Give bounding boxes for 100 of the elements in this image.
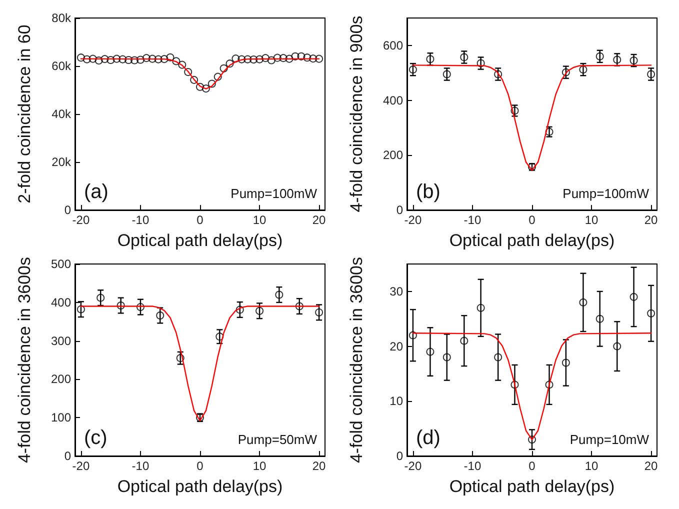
y-axis-title: 4-fold coincidence in 3600s [347,256,366,464]
y-tick-label: 20 [390,339,404,354]
y-tick-label: 40k [52,107,72,121]
point [426,55,434,64]
point [460,336,468,345]
point [285,54,294,63]
point [216,332,224,341]
point [460,53,468,62]
y-tick-label: 0 [64,203,72,217]
line-series [80,58,320,90]
point [112,54,121,63]
annotation: (c) [84,427,108,449]
point [76,54,85,62]
y-tick-label: 400 [382,93,404,108]
y-tick-label: 400 [50,295,72,310]
y-tick-label: 80k [52,11,72,25]
x-tick-label: -10 [132,459,150,473]
point [82,55,91,64]
annotation: (d) [416,427,440,449]
point [256,306,264,315]
x-tick-label: -10 [132,213,150,227]
x-axis-title: Optical path delay(ps) [449,477,615,496]
y-tick-label: 500 [50,257,72,272]
x-tick-label: 20 [312,213,326,227]
point [647,309,656,318]
y-tick-label: 300 [50,334,72,348]
point [136,56,144,64]
y-tick-label: 20k [52,155,72,169]
point [613,342,622,350]
x-tick-label: -20 [72,213,90,227]
y-tick-label: 60k [52,59,72,73]
line-series [412,64,652,171]
point [315,54,324,63]
point [261,54,270,62]
point [562,358,570,367]
point [184,68,192,76]
annotation: Pump=100mW [230,186,318,201]
point [196,82,204,91]
point [476,59,485,68]
point [178,60,186,69]
y-tick-label: 0 [396,449,404,463]
point [442,353,451,362]
y-tick-label: 30 [390,284,404,298]
x-tick-label: -10 [464,213,482,227]
point [442,70,451,78]
annotation: Pump=10mW [570,432,650,447]
point [250,56,258,64]
point [106,56,115,64]
x-tick-label: -20 [404,213,422,227]
point [291,52,300,60]
point [297,52,306,60]
point [76,305,85,314]
x-tick-label: -20 [72,459,90,473]
point [226,60,234,68]
x-axis-title: Optical path delay(ps) [117,477,283,496]
point [426,348,434,356]
point [303,54,312,62]
point [176,354,184,362]
point [94,56,103,64]
x-axis-title: Optical path delay(ps) [117,231,283,250]
point [267,56,276,64]
annotation: (a) [84,181,108,203]
point [579,298,588,306]
point [494,353,502,362]
point [613,56,622,64]
point [295,302,304,310]
point [596,52,604,60]
x-tick-label: -20 [404,459,422,473]
point [647,70,656,78]
point [510,380,519,389]
y-tick-label: 200 [382,148,404,162]
x-tick-label: 20 [644,213,658,227]
point [630,292,638,301]
x-tick-label: 20 [644,459,658,473]
point [256,55,264,64]
point [148,54,156,63]
point [596,314,604,323]
point [220,64,228,72]
x-tick-label: 0 [528,213,536,227]
point [100,55,109,64]
point [510,106,519,115]
point [579,66,588,74]
point [208,80,216,88]
point [172,57,180,66]
x-tick-label: -10 [464,459,482,473]
x-tick-label: 10 [584,459,599,473]
annotation: Pump=100mW [562,186,650,201]
y-tick-label: 0 [64,449,72,463]
x-tick-label: 10 [584,213,599,227]
point [309,54,318,63]
point [130,56,139,64]
x-tick-label: 0 [528,459,536,473]
point [136,303,144,312]
annotation: Pump=50mW [238,432,318,447]
y-axis-title: 4-fold coincidence in 3600s [15,256,34,464]
point [238,55,246,64]
point [214,72,222,81]
point [166,53,174,62]
point [88,54,97,63]
point [190,76,198,84]
